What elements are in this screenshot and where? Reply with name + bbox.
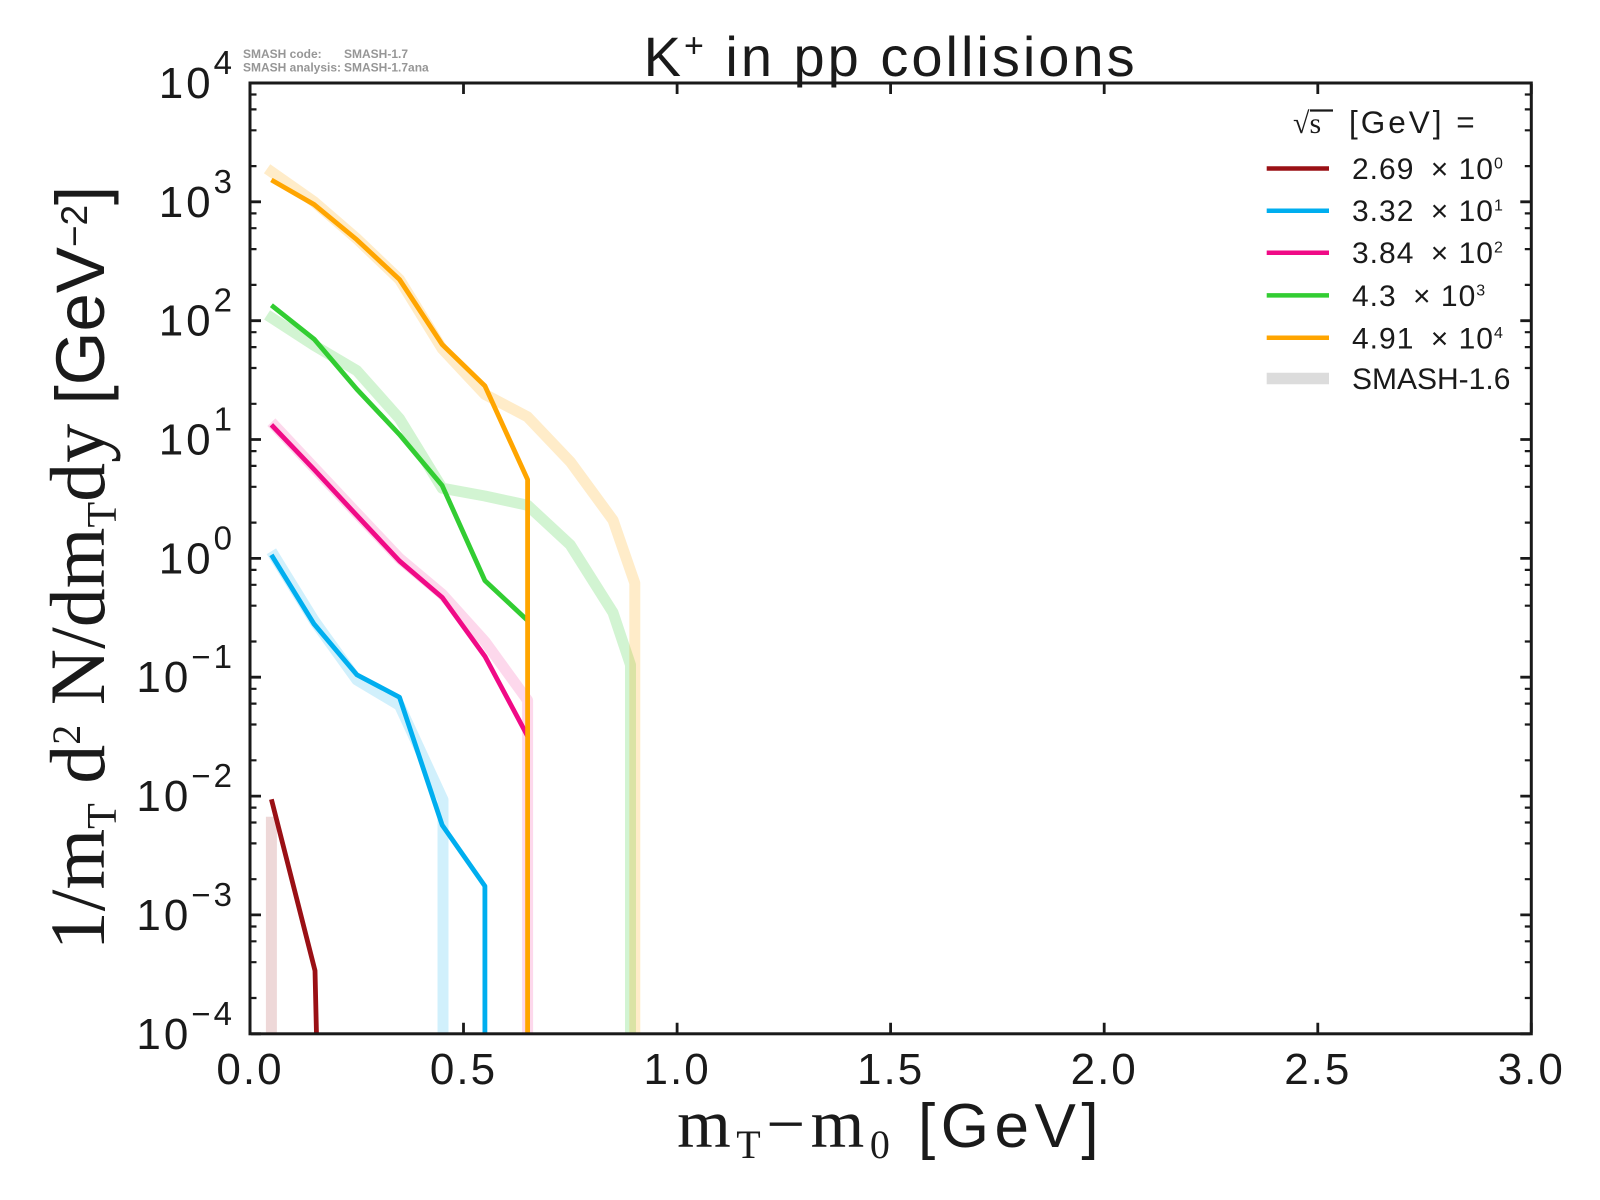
svg-text:√s: √s	[1293, 107, 1321, 140]
svg-text:1.0: 1.0	[644, 1045, 711, 1094]
svg-text:4.3 × 103: 4.3 × 103	[1352, 280, 1486, 313]
svg-text:K+ in pp collisions: K+ in pp collisions	[644, 25, 1138, 88]
svg-text:4.91 × 104: 4.91 × 104	[1352, 322, 1504, 355]
svg-text:SMASH analysis:: SMASH analysis:	[243, 61, 341, 75]
svg-text:SMASH-1.7ana: SMASH-1.7ana	[344, 61, 429, 75]
svg-text:2.0: 2.0	[1071, 1045, 1138, 1094]
svg-text:0.0: 0.0	[216, 1045, 283, 1094]
svg-text:SMASH-1.7: SMASH-1.7	[344, 47, 408, 61]
svg-text:1/mT d2 N/dmTdy [GeV−2]: 1/mT d2 N/dmTdy [GeV−2]	[34, 186, 126, 950]
svg-text:2.5: 2.5	[1284, 1045, 1351, 1094]
svg-text:[GeV] =: [GeV] =	[1349, 104, 1478, 140]
svg-text:0.5: 0.5	[430, 1045, 497, 1094]
svg-text:2.69 × 100: 2.69 × 100	[1352, 153, 1504, 186]
svg-text:SMASH code:: SMASH code:	[243, 47, 322, 61]
svg-text:3.0: 3.0	[1498, 1045, 1565, 1094]
svg-text:SMASH-1.6: SMASH-1.6	[1352, 363, 1510, 396]
svg-text:3.84 × 102: 3.84 × 102	[1352, 237, 1504, 270]
svg-text:1.5: 1.5	[857, 1045, 924, 1094]
svg-text:3.32 × 101: 3.32 × 101	[1352, 195, 1504, 228]
